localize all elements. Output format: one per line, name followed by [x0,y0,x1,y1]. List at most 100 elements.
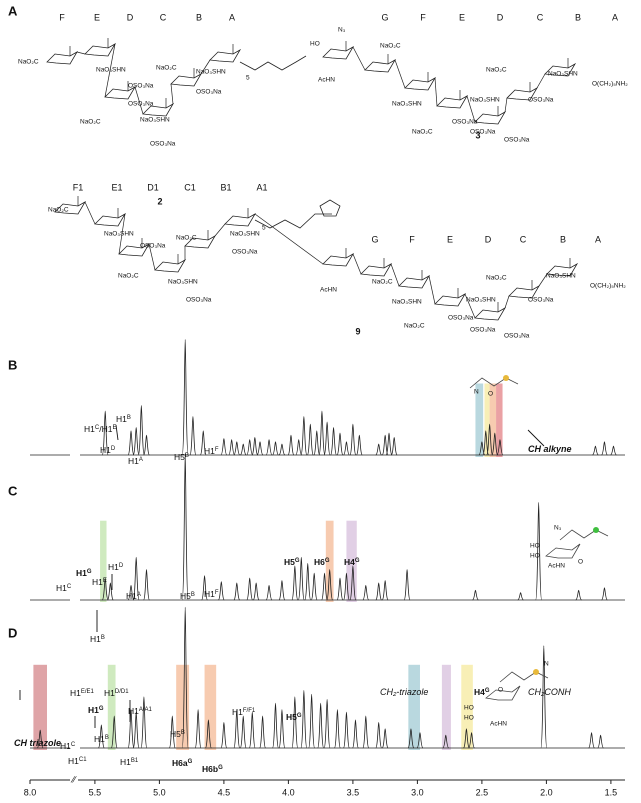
annotation-part: H1 [92,577,103,587]
peak-annotation: H6aG [172,758,193,768]
nmr-peak [336,432,344,456]
nmr-peak [300,416,308,456]
peak-annotation: H1B [116,414,131,424]
highlight-band [408,664,420,750]
nmr-peak [362,715,370,749]
nmr-peak [256,441,264,456]
substituent-label: NaO₃SHN [466,297,496,304]
substituent-label: NaO₃SHN [230,231,260,238]
nmr-peak [248,711,256,749]
glycosidic-bond [84,201,96,225]
nmr-peak [239,715,247,749]
inset-label: N₃ [554,525,562,532]
annotation-part: G [295,558,300,564]
nmr-peak [306,423,314,456]
nmr-peak [304,562,312,601]
nmr-peak [323,698,331,749]
nmr-peak [308,693,316,749]
annotation-part: B [191,592,195,598]
glycosidic-bond [504,97,508,113]
substituent-label: NaO₃SHN [168,279,198,286]
nmr-peak [127,430,135,456]
nmr-peak [601,441,608,456]
peak-annotation: H6G [314,557,330,567]
annotation-part: H1 [84,424,95,434]
ring-letter: E [447,234,453,244]
nmr-peak [381,728,389,749]
annotation-part: H1 [108,562,119,572]
highlight-band [489,383,497,457]
annotation-part: H1 [76,568,87,578]
substituent-label: OSO₃Na [186,297,212,304]
ring-letter: F1 [73,182,84,192]
annotation-part: A/A1 [139,707,153,713]
annotation-part: B [101,635,105,641]
glycosidic-bond [466,95,476,123]
peak-annotation: H5G [284,557,300,567]
nmr-peak [251,436,259,456]
x-tick-label: 8.0 [24,787,37,797]
nmr-peak [278,709,286,749]
substituent-label: OSO₃Na [470,327,496,334]
annotation-part: A [137,592,141,598]
substituent-label: OSO₃Na [470,129,496,136]
axis-break: ∕∕ [70,774,77,784]
annotation-part: F [215,447,219,453]
annotation-part: H5 [174,452,185,462]
nmr-peak [375,582,383,601]
nmr-peak [143,569,150,601]
peak-annotation: H1A [126,591,141,601]
nmr-peak [355,434,363,456]
annotation-part: C [67,584,72,590]
ring-letter: F [59,12,65,22]
substituent-label: OSO₃Na [128,101,154,108]
nmr-peak [317,702,325,749]
nmr-peak [127,709,135,749]
compound-number: 3 [475,130,480,140]
peak-annotation: H1B1 [120,757,139,767]
annotation-part: G [87,569,92,575]
nmr-peak [592,445,599,456]
x-tick-label: 2.0 [540,787,553,797]
nmr-peak [132,556,140,601]
annotation-part: G [188,759,193,765]
annotation-part: H5 [170,729,181,739]
glycosidic-bond [352,253,362,275]
substituent-label: NaO₂C [80,119,101,126]
sugar-ring [546,262,579,277]
inset-label: AcHN [490,721,507,728]
highlight-band [33,664,47,750]
highlight-band [176,664,190,750]
annotation-part: D [111,446,116,452]
peak-annotation: H1D/D1 [104,688,129,698]
nmr-peak [323,421,331,456]
panel-label: D [8,625,17,640]
substituent-label: NaO₂C [176,235,197,242]
glycosidic-bond [118,213,126,255]
nmr-peak [199,430,207,456]
glycosidic-bond [148,243,156,271]
sugar-ring [209,48,242,63]
peak-annotation: H5B [180,591,195,601]
nmr-peak [265,439,273,456]
annotation-part: H6 [314,557,325,567]
nmr-peak [336,577,344,601]
linker [239,55,307,71]
peak-annotation: H4G [344,557,360,567]
glycosidic-bond [170,83,174,105]
peak-annotation: H1A/A1 [128,706,153,716]
substituent-label: OSO₃Na [128,83,154,90]
highlight-band [475,383,484,457]
substituent-label: NaO₂C [372,279,393,286]
inset-label: O [498,687,503,694]
nmr-peak [140,696,148,749]
inset-label: HO [464,705,474,712]
nmr-peak [385,432,393,456]
annotation-part: H1 [68,756,79,766]
nmr-peak [588,732,595,749]
annotation-part: B1 [131,758,139,764]
nmr-peak [233,582,241,601]
annotation-part: F [215,590,219,596]
nmr-peak [132,711,140,749]
